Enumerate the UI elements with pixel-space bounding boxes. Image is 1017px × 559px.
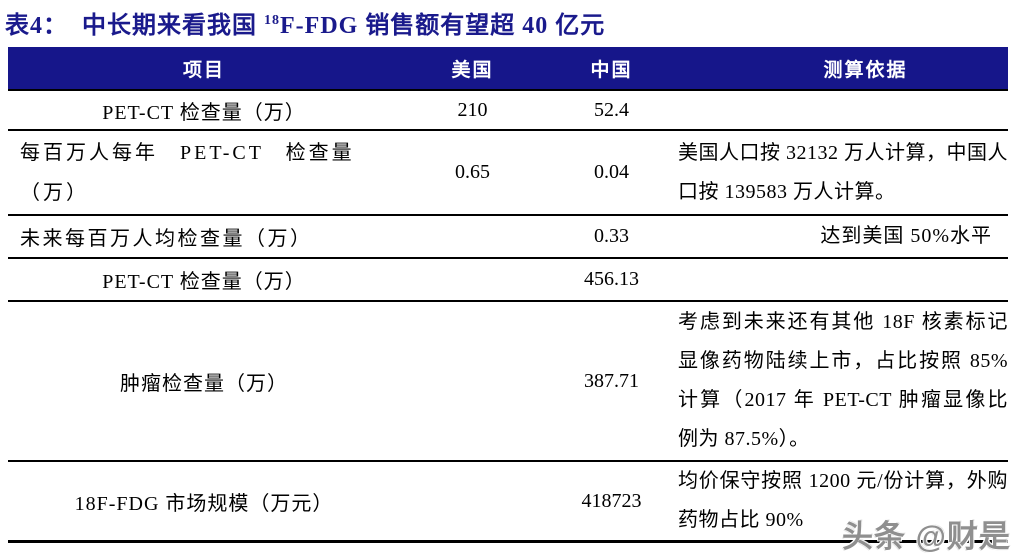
basis-cell: 均价保守按照 1200 元/份计算，外购药物占比 90% xyxy=(678,470,1008,531)
item-cell: 未来每百万人均检查量（万） xyxy=(20,228,313,250)
item-cell: PET-CT 检查量（万） xyxy=(102,271,306,293)
china-value-cell: 387.71 xyxy=(584,369,639,392)
table-row: 肿瘤检查量（万） 387.71 考虑到未来还有其他 18F 核素标记显像药物陆续… xyxy=(8,301,1008,461)
usa-value-cell xyxy=(400,215,545,258)
usa-value-cell: 0.65 xyxy=(455,161,490,183)
basis-cell xyxy=(678,90,1008,130)
item-cell: 18F-FDG 市场规模（万元） xyxy=(74,492,334,515)
china-value-cell: 456.13 xyxy=(584,268,639,290)
usa-value-cell: 210 xyxy=(457,98,488,121)
usa-value-cell xyxy=(400,258,545,301)
basis-cell: 美国人口按 32132 万人计算，中国人口按 139583 万人计算。 xyxy=(678,141,1008,203)
title-text-post: F-FDG 销售额有望超 40 亿元 xyxy=(280,13,606,39)
china-value-cell: 418723 xyxy=(581,489,642,512)
table-number-label: 表4： xyxy=(5,13,68,39)
col-header-basis: 测算依据 xyxy=(678,47,1008,90)
col-header-usa: 美国 xyxy=(400,47,545,90)
basis-cell xyxy=(678,258,1008,301)
col-header-item: 项目 xyxy=(8,47,400,90)
data-table: 项目 美国 中国 测算依据 PET-CT 检查量（万） 210 52.4 每百万… xyxy=(8,47,1008,543)
basis-cell: 考虑到未来还有其他 18F 核素标记显像药物陆续上市，占比按照 85%计算（20… xyxy=(678,311,1008,450)
table-header: 项目 美国 中国 测算依据 xyxy=(8,47,1008,90)
title-text-pre: 中长期来看我国 xyxy=(82,13,264,39)
page-title: 表4： 中长期来看我国 18F-FDG 销售额有望超 40 亿元 xyxy=(5,5,605,40)
col-header-china: 中国 xyxy=(545,47,678,90)
table-row: 每百万人每年 PET-CT 检查量 （万） 0.65 0.04 美国人口按 32… xyxy=(8,130,1008,215)
china-value-cell: 0.33 xyxy=(594,225,629,247)
table-row: PET-CT 检查量（万） 210 52.4 xyxy=(8,90,1008,130)
china-value-cell: 0.04 xyxy=(594,161,629,183)
watermark: 头条 @财是 xyxy=(842,519,1011,554)
item-cell: 每百万人每年 PET-CT 检查量 （万） xyxy=(20,141,355,204)
header-row: 项目 美国 中国 测算依据 xyxy=(8,47,1008,90)
china-value-cell: 52.4 xyxy=(594,98,629,121)
basis-cell: 达到美国 50%水平 xyxy=(820,225,992,247)
usa-value-cell xyxy=(400,301,545,461)
table-row: PET-CT 检查量（万） 456.13 xyxy=(8,258,1008,301)
item-cell: PET-CT 检查量（万） xyxy=(102,101,306,124)
usa-value-cell xyxy=(400,461,545,542)
title-superscript: 18 xyxy=(264,13,280,28)
table-row: 未来每百万人均检查量（万） 0.33 达到美国 50%水平 xyxy=(8,215,1008,258)
table-row: 18F-FDG 市场规模（万元） 418723 均价保守按照 1200 元/份计… xyxy=(8,461,1008,542)
item-cell: 肿瘤检查量（万） xyxy=(120,372,288,395)
